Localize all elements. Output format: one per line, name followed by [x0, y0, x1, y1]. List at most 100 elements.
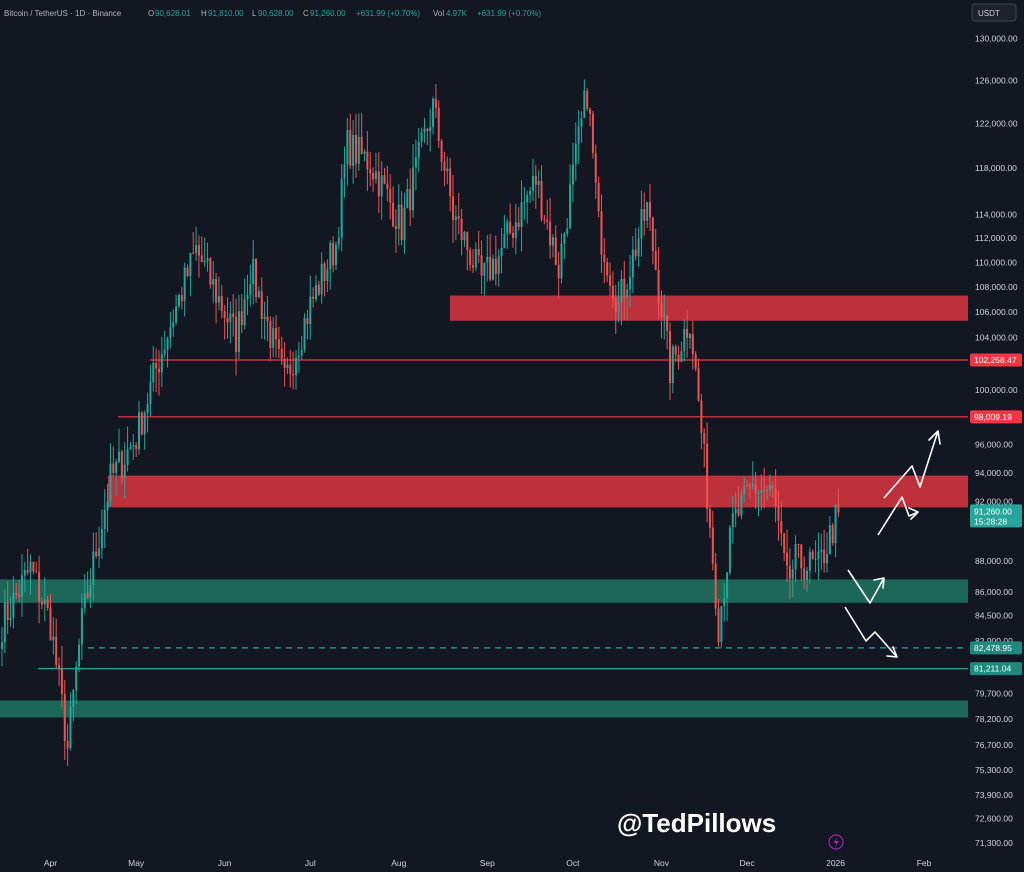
candle-body [454, 216, 457, 221]
price-tick: 114,000.00 [975, 209, 1017, 219]
price-tick: 86,000.00 [975, 587, 1013, 597]
candle [129, 441, 132, 450]
candle-body [834, 504, 837, 544]
candle-body [343, 164, 346, 179]
candle [226, 297, 229, 339]
candle [560, 233, 563, 284]
time-tick: Apr [44, 858, 57, 868]
candle-body [520, 202, 523, 228]
candle [320, 252, 323, 304]
candle-body [523, 201, 526, 203]
symbol-title: Bitcoin / TetherUS · 1D · Binance [4, 9, 122, 18]
candle [209, 257, 212, 289]
candle-body [123, 464, 126, 478]
price-tick: 112,000.00 [975, 233, 1017, 243]
candle-body [337, 237, 340, 245]
candle [643, 192, 646, 236]
candle [711, 510, 714, 571]
candle-body [237, 311, 240, 353]
candle-body [49, 608, 52, 641]
candle [323, 261, 326, 297]
candle [594, 144, 597, 199]
candle-body [774, 488, 777, 507]
price-tick: 100,000.00 [975, 385, 1018, 395]
candle-body [92, 551, 95, 585]
candle [663, 294, 666, 340]
candle-body [380, 175, 383, 197]
candle [414, 139, 417, 191]
candle [788, 548, 791, 599]
candle-body [577, 126, 580, 144]
level-lines-layer [38, 359, 968, 670]
candle [29, 554, 32, 595]
candle-body [177, 295, 180, 307]
candle-body [797, 544, 800, 546]
candle [394, 209, 397, 253]
candle-body [300, 349, 303, 356]
high-label: H [201, 9, 207, 18]
candle-body [312, 296, 315, 299]
candle [554, 225, 557, 266]
candle [574, 122, 577, 181]
price-tick: 92,000.00 [975, 497, 1013, 507]
candle-body [232, 313, 235, 317]
candle [372, 167, 375, 193]
candle [283, 342, 286, 387]
zones-layer [0, 295, 968, 718]
candle [357, 113, 360, 171]
time-axis[interactable]: Apr May Jun Jul Aug Sep Oct Nov Dec 2026 Feb [44, 858, 932, 868]
candle [483, 262, 486, 296]
level-tag: 98,009.19 [974, 412, 1012, 422]
candle-body [69, 706, 72, 749]
candle [491, 254, 494, 281]
candle-body [503, 233, 506, 248]
candle [808, 547, 811, 584]
currency-button-bg[interactable] [971, 3, 1017, 22]
price-axis[interactable]: 130,000.00 126,000.00 122,000.00 118,000.00… [975, 34, 1018, 848]
candle-body [172, 322, 175, 328]
candle [172, 309, 175, 337]
candle-body [826, 554, 829, 564]
candle-body [777, 506, 780, 521]
candle [503, 215, 506, 249]
low-value: 90,628.00 [258, 9, 294, 18]
candle [295, 350, 298, 390]
price-tick: 94,000.00 [975, 468, 1013, 478]
lightning-icon[interactable] [828, 834, 844, 850]
candle [412, 144, 415, 218]
candle [100, 509, 103, 559]
candle-body [828, 525, 831, 555]
candle [728, 525, 731, 576]
candle-body [32, 561, 35, 572]
candle-body [423, 128, 426, 133]
arrowhead-1 [908, 507, 919, 520]
candle [126, 426, 129, 472]
candle [720, 605, 723, 648]
candle-body [760, 490, 763, 493]
candle [346, 118, 349, 186]
candle-body [537, 181, 540, 185]
time-tick: Jun [218, 858, 232, 868]
currency-button[interactable]: USDT [971, 3, 1017, 22]
candle-body [531, 175, 534, 191]
candle [760, 474, 763, 511]
candle-body [283, 358, 286, 369]
candle [300, 336, 303, 360]
candle [332, 236, 335, 273]
candle [220, 285, 223, 319]
candle [80, 593, 83, 660]
candle-body [120, 451, 123, 478]
candle [160, 336, 163, 387]
candle-body [788, 565, 791, 579]
candle-body [609, 275, 612, 286]
candle [449, 158, 452, 212]
candle-body [569, 184, 572, 229]
currency-label[interactable]: USDT [978, 9, 1000, 18]
candle [714, 553, 717, 616]
candle [777, 490, 780, 541]
candle [92, 532, 95, 601]
candle [255, 258, 258, 303]
price-tick: 75,300.00 [975, 765, 1013, 775]
candle [814, 540, 817, 573]
